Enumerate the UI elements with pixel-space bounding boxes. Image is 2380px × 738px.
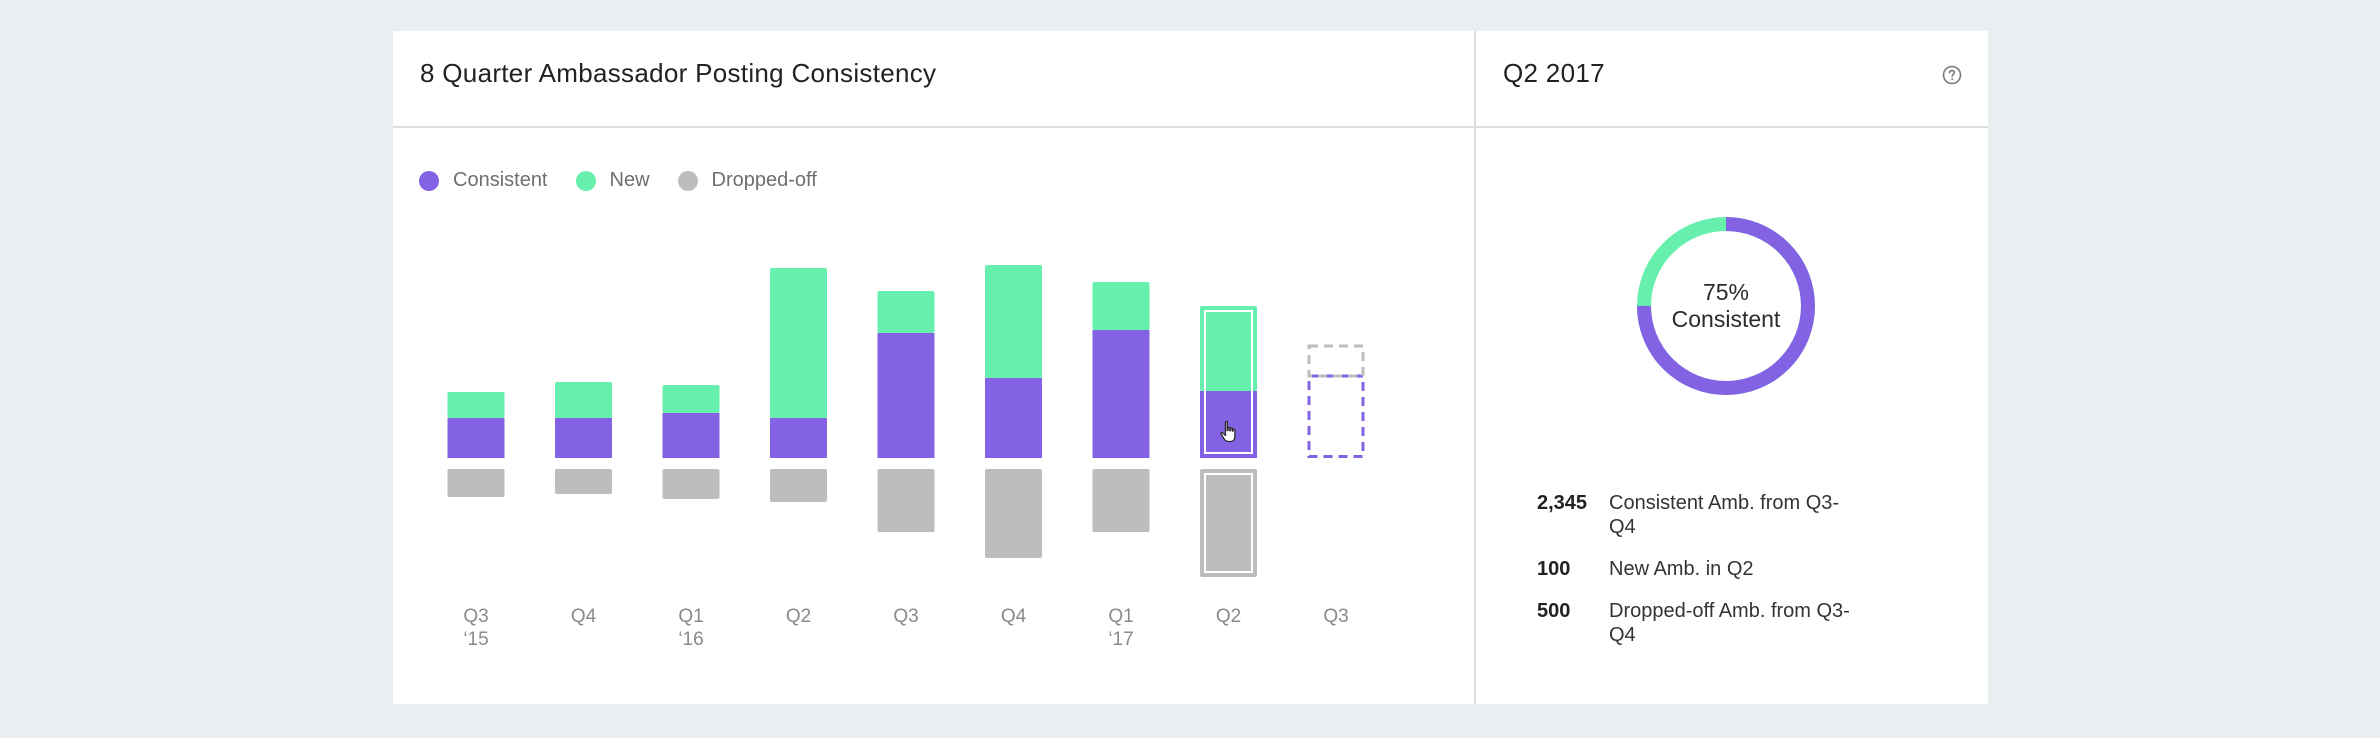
consistent-bar[interactable] [555, 418, 612, 458]
stat-value: 100 [1537, 558, 1571, 580]
dropped-off-bar[interactable] [555, 469, 612, 494]
forecast-consistent-bar[interactable] [1307, 374, 1365, 458]
x-tick-label: Q2 [786, 606, 811, 627]
donut-caption: Consistent [1671, 306, 1781, 332]
stat-row-new: 100 New Amb. in Q2 [1537, 557, 1957, 581]
dropped-off-bar[interactable] [770, 469, 827, 502]
x-tick-label: Q1 [1108, 606, 1133, 627]
consistency-donut: 75% Consistent [1633, 213, 1819, 399]
x-tick-label-year: ‘17 [1108, 629, 1133, 650]
donut-percent: 75% [1702, 279, 1750, 305]
donut-chart [1637, 217, 1815, 395]
legend-label-new: New [609, 169, 650, 191]
dropped-off-bar[interactable] [985, 469, 1042, 558]
stat-label: Consistent Amb. from Q3-Q4 [1609, 492, 1840, 538]
stat-row-consistent: 2,345 Consistent Amb. from Q3-Q4 [1537, 491, 1957, 539]
legend-dot-consistent [419, 170, 439, 191]
detail-title: Q2 2017 [1503, 58, 1605, 88]
dropped-off-bar[interactable] [877, 469, 935, 532]
new-bar[interactable] [447, 392, 505, 418]
legend-dot-new [575, 170, 596, 191]
consistent-bar[interactable] [1200, 391, 1257, 458]
new-bar[interactable] [877, 291, 935, 333]
forecast-new-bar[interactable] [1307, 344, 1365, 378]
hand-pointer-icon [1220, 420, 1236, 443]
consistent-bar[interactable] [877, 333, 935, 458]
consistent-bar[interactable] [447, 418, 505, 458]
selected-dropped-outline [1204, 473, 1253, 573]
stat-value: 500 [1537, 600, 1571, 622]
legend-item-dropped-off[interactable]: Dropped-off [677, 169, 817, 192]
dropped-off-bar[interactable] [1092, 469, 1150, 532]
x-tick-label: Q4 [1001, 606, 1027, 627]
stat-row-dropped-off: 500 Dropped-off Amb. from Q3-Q4 [1537, 599, 1957, 647]
legend-dot-dropped-off [677, 170, 698, 191]
new-bar[interactable] [1200, 306, 1257, 391]
x-tick-label: Q1 [678, 606, 703, 627]
legend-item-new[interactable]: New [575, 169, 650, 192]
chart-title: 8 Quarter Ambassador Posting Consistency [420, 58, 937, 88]
consistency-chart-panel: 8 Quarter Ambassador Posting Consistency… [393, 31, 1476, 704]
new-bar[interactable] [985, 265, 1042, 378]
x-tick-label-year: ‘15 [463, 629, 488, 650]
new-bar[interactable] [662, 385, 720, 413]
x-tick-label: Q3 [893, 606, 918, 627]
x-tick-label-year: ‘16 [678, 629, 703, 650]
consistent-bar[interactable] [662, 413, 720, 458]
legend-item-consistent[interactable]: Consistent [419, 169, 548, 192]
quarter-detail-panel: Q2 2017 75% Consistent 2,345 Consistent … [1476, 31, 1988, 704]
chart-legend: Consistent New Dropped-off [419, 169, 845, 192]
new-bar[interactable] [770, 268, 827, 418]
x-tick-label: Q2 [1216, 606, 1241, 627]
legend-label-consistent: Consistent [453, 169, 548, 191]
dropped-off-bar[interactable] [662, 469, 720, 499]
x-tick-label: Q3 [463, 606, 488, 627]
donut-consistent-segment [1637, 217, 1815, 395]
selected-stack-outline [1204, 310, 1253, 454]
stat-value: 2,345 [1537, 492, 1588, 514]
consistent-bar[interactable] [1092, 330, 1150, 458]
x-tick-label: Q3 [1323, 606, 1348, 627]
x-tick-label: Q4 [571, 606, 597, 627]
legend-label-dropped-off: Dropped-off [711, 169, 817, 191]
donut-center-label: 75% Consistent [1633, 213, 1819, 399]
dashboard-card: 8 Quarter Ambassador Posting Consistency… [393, 31, 1988, 704]
stat-label: New Amb. in Q2 [1609, 558, 1754, 580]
dropped-off-bar[interactable] [1200, 469, 1257, 577]
new-bar[interactable] [1092, 282, 1150, 330]
question-circle-icon[interactable] [1942, 65, 1962, 85]
detail-panel-header: Q2 2017 [1476, 31, 1988, 128]
new-bar[interactable] [555, 382, 612, 418]
consistent-bar[interactable] [770, 418, 827, 458]
dropped-off-bar[interactable] [447, 469, 505, 497]
consistent-bar[interactable] [985, 378, 1042, 458]
chart-panel-header: 8 Quarter Ambassador Posting Consistency [393, 31, 1474, 128]
quarter-stats: 2,345 Consistent Amb. from Q3-Q4 100 New… [1537, 491, 1957, 665]
stat-label: Dropped-off Amb. from Q3-Q4 [1609, 600, 1850, 646]
